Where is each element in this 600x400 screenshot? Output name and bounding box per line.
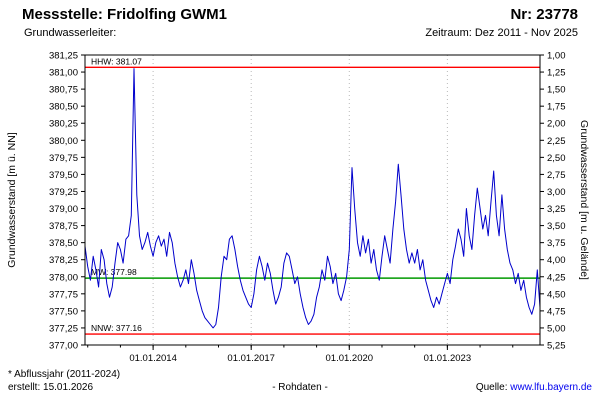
y2-axis-title: Grundwasserstand [m u. Gelände]: [578, 120, 590, 280]
y-axis-tick-label: 378,75: [49, 221, 78, 232]
source-link[interactable]: www.lfu.bayern.de: [510, 382, 592, 393]
y2-axis-tick-label: 1,50: [547, 85, 566, 96]
station-number: Nr: 23778: [510, 6, 578, 23]
x-axis-tick-label: 01.01.2014: [129, 353, 177, 364]
y2-axis-tick-label: 2,25: [547, 136, 566, 147]
data-type-label: - Rohdaten -: [272, 382, 328, 393]
refline-label-hhw: HHW: 381.07: [91, 56, 142, 66]
y2-axis-tick-label: 4,75: [547, 306, 566, 317]
x-axis-tick-label: 01.01.2023: [424, 353, 472, 364]
x-axis-tick-label: 01.01.2017: [227, 353, 275, 364]
page-title: Messstelle: Fridolfing GWM1: [22, 6, 228, 23]
y2-axis-tick-label: 3,00: [547, 187, 566, 198]
y-axis-tick-label: 377,50: [49, 306, 78, 317]
source-line: Quelle: www.lfu.bayern.de: [476, 382, 592, 393]
y2-axis-tick-label: 3,75: [547, 238, 566, 249]
y-axis-tick-label: 379,25: [49, 187, 78, 198]
y-axis-tick-label: 381,25: [49, 51, 78, 62]
x-axis-tick-label: 01.01.2020: [326, 353, 374, 364]
series-rohdaten: [84, 68, 541, 329]
y-axis-tick-label: 378,50: [49, 238, 78, 249]
plot-frame: [84, 54, 541, 346]
y-axis-tick-label: 380,25: [49, 119, 78, 130]
source-label: Quelle:: [475, 382, 511, 393]
created-date: erstellt: 15.01.2026: [8, 382, 94, 393]
y2-axis-tick-label: 4,50: [547, 289, 566, 300]
y2-axis-tick-label: 5,25: [547, 341, 566, 352]
y2-axis-tick-label: 1,25: [547, 68, 566, 79]
y-axis-tick-label: 378,25: [49, 255, 78, 266]
y-axis-tick-label: 377,00: [49, 341, 78, 352]
y2-axis-tick-label: 1,00: [547, 51, 566, 62]
footnote-abflussjahr: * Abflussjahr (2011-2024): [8, 369, 121, 380]
y2-axis-tick-label: 1,75: [547, 102, 566, 113]
period-label: Zeitraum: Dez 2011 - Nov 2025: [425, 27, 578, 39]
y-axis-tick-label: 379,50: [49, 170, 78, 181]
y-axis-title: Grundwasserstand [m ü. NN]: [6, 132, 18, 267]
y2-axis-tick-label: 3,25: [547, 204, 566, 215]
y2-axis-tick-label: 2,75: [547, 170, 566, 181]
y-axis-tick-label: 377,25: [49, 323, 78, 334]
y-axis-tick-label: 377,75: [49, 289, 78, 300]
refline-label-nnw: NNW: 377.16: [91, 323, 142, 333]
y-axis-tick-label: 379,00: [49, 204, 78, 215]
y-axis-tick-label: 379,75: [49, 153, 78, 164]
y2-axis-tick-label: 2,50: [547, 153, 566, 164]
y2-axis-tick-label: 2,00: [547, 119, 566, 130]
y-axis-tick-label: 378,00: [49, 272, 78, 283]
y-axis-tick-label: 380,50: [49, 102, 78, 113]
y2-axis-tick-label: 4,25: [547, 272, 566, 283]
y2-axis-tick-label: 5,00: [547, 323, 566, 334]
y-axis-tick-label: 380,00: [49, 136, 78, 147]
y-axis-tick-label: 381,00: [49, 68, 78, 79]
y2-axis-tick-label: 4,00: [547, 255, 566, 266]
y2-axis-tick-label: 3,50: [547, 221, 566, 232]
y-axis-tick-label: 380,75: [49, 85, 78, 96]
aquifer-label: Grundwasserleiter:: [24, 27, 117, 39]
